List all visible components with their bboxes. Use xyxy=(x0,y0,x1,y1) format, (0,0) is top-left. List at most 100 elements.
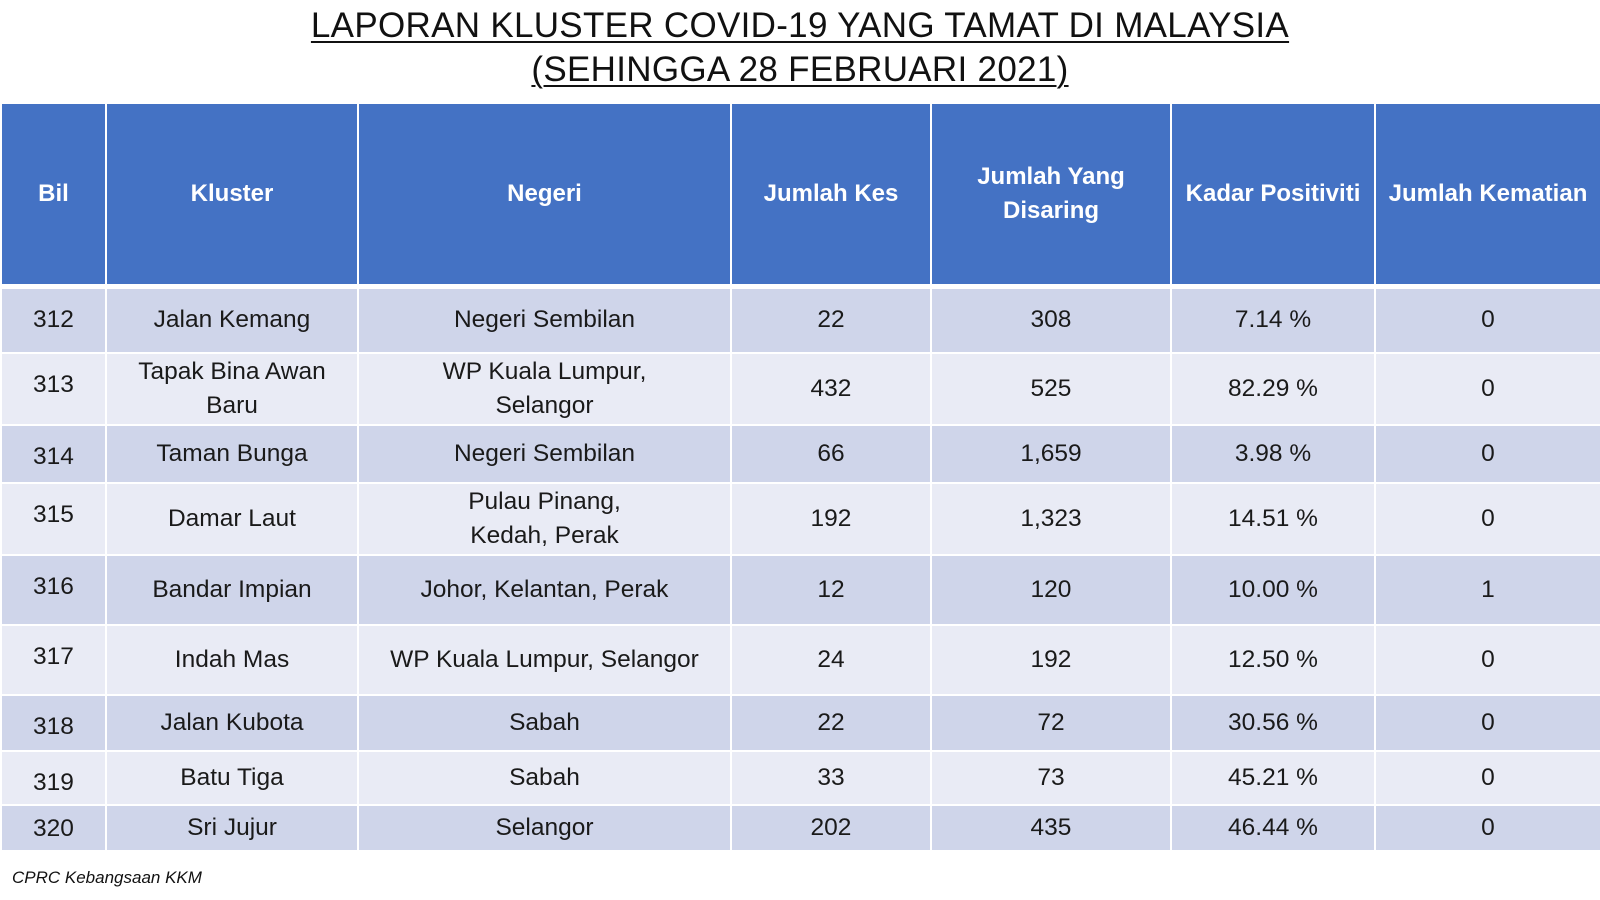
cell-kadar-positiviti: 7.14 % xyxy=(1170,285,1376,354)
cell-jumlah-kematian: 0 xyxy=(1374,423,1600,484)
cell-kluster-line1: Indah Mas xyxy=(174,645,290,673)
table-row: 320 Sri Jujur Selangor 202 435 46.44 % 0 xyxy=(0,803,1600,852)
cell-jumlah-kes: 33 xyxy=(730,749,932,806)
cell-jumlah-kes: 22 xyxy=(730,285,932,354)
cell-negeri: Negeri Sembilan xyxy=(357,423,732,484)
cell-jumlah-disaring: 1,659 xyxy=(930,423,1172,484)
cell-negeri-line1: WP Kuala Lumpur, xyxy=(442,357,647,385)
table-row: 315 Damar Laut Pulau Pinang, Kedah, Pera… xyxy=(0,481,1600,556)
cell-negeri-line1: Selangor xyxy=(495,813,594,841)
cell-kadar-positiviti: 10.00 % xyxy=(1170,553,1376,626)
cell-negeri-line1: WP Kuala Lumpur, Selangor xyxy=(390,645,699,673)
cell-negeri-line1: Sabah xyxy=(509,708,580,736)
cell-jumlah-disaring: 72 xyxy=(930,693,1172,752)
cell-jumlah-kes: 24 xyxy=(730,623,932,696)
table-row: 312 Jalan Kemang Negeri Sembilan 22 308 … xyxy=(0,285,1600,354)
cell-negeri-line2: Kedah, Perak xyxy=(470,521,619,549)
cell-jumlah-kematian: 0 xyxy=(1374,623,1600,696)
cell-bil: 318 xyxy=(0,693,107,752)
cell-kluster-line1: Taman Bunga xyxy=(156,439,308,467)
cell-jumlah-kes: 66 xyxy=(730,423,932,484)
cell-negeri: Sabah xyxy=(357,693,732,752)
cell-kadar-positiviti: 45.21 % xyxy=(1170,749,1376,806)
cell-bil: 320 xyxy=(0,803,107,852)
cell-kluster-line1: Tapak Bina Awan xyxy=(138,357,326,385)
cell-negeri: WP Kuala Lumpur, Selangor xyxy=(357,623,732,696)
cell-kadar-positiviti: 12.50 % xyxy=(1170,623,1376,696)
cluster-report-table: Bil Kluster Negeri Jumlah Kes Jumlah Yan… xyxy=(0,102,1600,852)
header-jumlah-disaring-line1: Jumlah Yang xyxy=(977,163,1125,190)
cell-kluster: Taman Bunga xyxy=(105,423,359,484)
source-note: CPRC Kebangsaan KKM xyxy=(12,868,202,887)
header-jumlah-kematian: Jumlah Kematian xyxy=(1374,102,1600,289)
cell-kluster-line2: Baru xyxy=(206,391,258,419)
header-jumlah-disaring-line2: Disaring xyxy=(1002,197,1100,224)
cell-kadar-positiviti: 30.56 % xyxy=(1170,693,1376,752)
cell-kluster-line1: Batu Tiga xyxy=(180,763,284,791)
cell-negeri: Negeri Sembilan xyxy=(357,285,732,354)
cell-negeri: WP Kuala Lumpur, Selangor xyxy=(357,351,732,426)
cell-kluster: Indah Mas xyxy=(105,623,359,696)
cell-negeri-line1: Negeri Sembilan xyxy=(453,439,636,467)
cell-jumlah-disaring: 525 xyxy=(930,351,1172,426)
table-row: 319 Batu Tiga Sabah 33 73 45.21 % 0 xyxy=(0,749,1600,806)
cell-kluster-line1: Jalan Kemang xyxy=(153,306,311,334)
cell-negeri-line1: Pulau Pinang, xyxy=(468,487,621,515)
cell-kadar-positiviti: 46.44 % xyxy=(1170,803,1376,852)
table-row: 314 Taman Bunga Negeri Sembilan 66 1,659… xyxy=(0,423,1600,484)
cell-jumlah-kes: 432 xyxy=(730,351,932,426)
cell-kluster: Tapak Bina Awan Baru xyxy=(105,351,359,426)
cell-kluster-line1: Damar Laut xyxy=(167,504,296,532)
title-line-2: (SEHINGGA 28 FEBRUARI 2021) xyxy=(0,48,1600,92)
title-line-1-text: LAPORAN KLUSTER COVID-19 YANG TAMAT DI M… xyxy=(310,6,1290,45)
header-kadar-positiviti: Kadar Positiviti xyxy=(1170,102,1376,289)
cell-bil: 316 xyxy=(0,553,107,626)
cell-jumlah-kematian: 0 xyxy=(1374,693,1600,752)
table-row: 317 Indah Mas WP Kuala Lumpur, Selangor … xyxy=(0,623,1600,696)
cell-jumlah-disaring: 308 xyxy=(930,285,1172,354)
cell-jumlah-kematian: 0 xyxy=(1374,351,1600,426)
cell-negeri-line2: Selangor xyxy=(495,391,594,419)
table-row: 313 Tapak Bina Awan Baru WP Kuala Lumpur… xyxy=(0,351,1600,426)
cell-jumlah-disaring: 73 xyxy=(930,749,1172,806)
cell-kluster: Batu Tiga xyxy=(105,749,359,806)
report-title: LAPORAN KLUSTER COVID-19 YANG TAMAT DI M… xyxy=(0,4,1600,92)
cell-jumlah-kematian: 0 xyxy=(1374,481,1600,556)
cell-jumlah-kematian: 0 xyxy=(1374,285,1600,354)
cell-jumlah-disaring: 192 xyxy=(930,623,1172,696)
cell-kluster-line1: Bandar Impian xyxy=(152,575,312,603)
cell-bil: 315 xyxy=(0,481,107,556)
cell-kluster-line1: Sri Jujur xyxy=(187,813,277,841)
cell-kluster-line1: Jalan Kubota xyxy=(160,708,304,736)
title-line-2-text: (SEHINGGA 28 FEBRUARI 2021) xyxy=(531,50,1069,89)
cell-bil: 317 xyxy=(0,623,107,696)
cell-jumlah-kematian: 0 xyxy=(1374,803,1600,852)
cell-jumlah-disaring: 120 xyxy=(930,553,1172,626)
cell-jumlah-kes: 22 xyxy=(730,693,932,752)
table-row: 318 Jalan Kubota Sabah 22 72 30.56 % 0 xyxy=(0,693,1600,752)
cell-negeri-line1: Johor, Kelantan, Perak xyxy=(420,575,669,603)
table-row: 316 Bandar Impian Johor, Kelantan, Perak… xyxy=(0,553,1600,626)
cell-kluster: Jalan Kemang xyxy=(105,285,359,354)
table-header-row: Bil Kluster Negeri Jumlah Kes Jumlah Yan… xyxy=(0,102,1600,289)
cell-bil: 314 xyxy=(0,423,107,484)
header-jumlah-kes: Jumlah Kes xyxy=(730,102,932,289)
cell-jumlah-kematian: 1 xyxy=(1374,553,1600,626)
cell-negeri: Selangor xyxy=(357,803,732,852)
header-bil: Bil xyxy=(0,102,107,289)
header-jumlah-disaring: Jumlah Yang Disaring xyxy=(930,102,1172,289)
cell-kluster: Damar Laut xyxy=(105,481,359,556)
cell-negeri: Pulau Pinang, Kedah, Perak xyxy=(357,481,732,556)
cell-jumlah-kes: 202 xyxy=(730,803,932,852)
cell-jumlah-kes: 192 xyxy=(730,481,932,556)
cell-jumlah-kes: 12 xyxy=(730,553,932,626)
cell-jumlah-disaring: 1,323 xyxy=(930,481,1172,556)
cell-bil: 319 xyxy=(0,749,107,806)
cell-kadar-positiviti: 3.98 % xyxy=(1170,423,1376,484)
cell-kluster: Jalan Kubota xyxy=(105,693,359,752)
cell-negeri-line1: Sabah xyxy=(509,763,580,791)
cell-negeri-line1: Negeri Sembilan xyxy=(453,306,636,334)
cell-bil: 312 xyxy=(0,285,107,354)
cell-kadar-positiviti: 14.51 % xyxy=(1170,481,1376,556)
